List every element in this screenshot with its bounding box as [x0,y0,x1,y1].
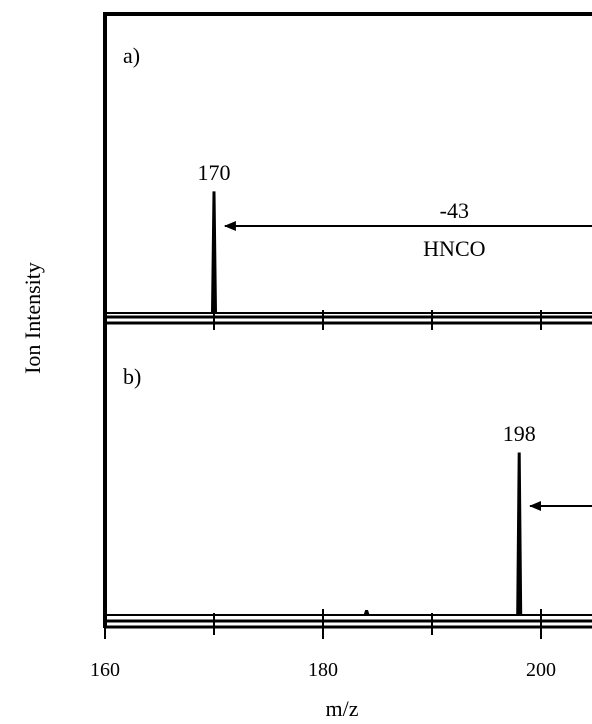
loss-mass-label: -43 [440,198,469,223]
loss-fragment-label: HNCO [423,236,485,261]
x-tick-label: 200 [526,659,556,681]
x-tick-label: 160 [90,659,120,681]
peak-label: 198 [503,421,536,446]
x-axis-label: m/z [326,696,359,721]
x-tick-label: 180 [308,659,338,681]
y-axis-label: Ion Intensity [20,262,45,374]
peak [210,191,218,314]
panel-label: a) [123,43,140,68]
peak [516,452,523,616]
peak [363,610,370,616]
panel-label: b) [123,364,141,389]
peak-label: 170 [198,160,231,185]
